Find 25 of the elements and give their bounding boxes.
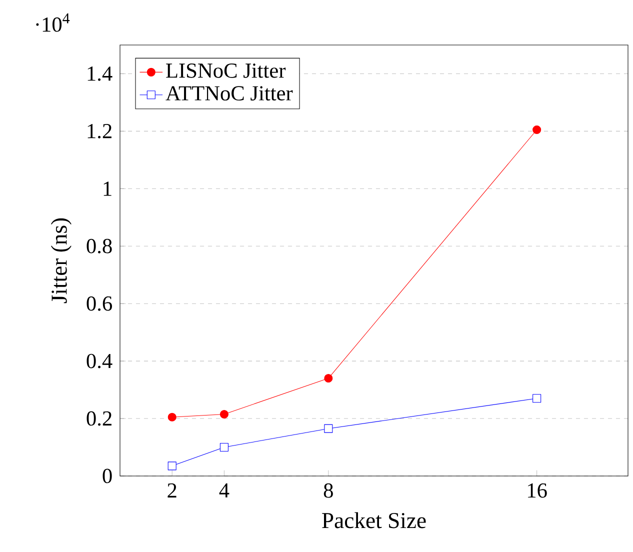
y-tick-label: 0.4 bbox=[86, 354, 112, 368]
point bbox=[532, 394, 542, 403]
x-axis-title: Packet Size bbox=[322, 512, 426, 528]
y-tick-label: 0.8 bbox=[86, 238, 112, 254]
legend-label: ATTNoC Jitter bbox=[166, 86, 293, 101]
x-tick-label: 4 bbox=[219, 483, 230, 498]
x-tick-label: 2 bbox=[168, 483, 176, 498]
point bbox=[168, 462, 176, 470]
legend-label: LISNoC Jitter bbox=[166, 64, 286, 78]
y-tick-label: 0 bbox=[102, 468, 112, 484]
point bbox=[324, 374, 333, 383]
y-tick-label: 1.2 bbox=[88, 124, 112, 138]
point bbox=[532, 125, 542, 134]
point bbox=[168, 412, 176, 422]
y-axis-title: Jitter (ns) bbox=[50, 218, 72, 304]
x-tick-label: 16 bbox=[528, 483, 547, 498]
point bbox=[324, 424, 333, 433]
y-tick-label: 1 bbox=[104, 182, 112, 196]
point bbox=[220, 442, 228, 452]
y-tick-label: 0.6 bbox=[86, 296, 112, 311]
point bbox=[220, 410, 228, 418]
y-tick-label: 0.2 bbox=[86, 411, 112, 426]
text: ·10$^{4}$ bbox=[36, 13, 70, 32]
x-tick-label: 8 bbox=[324, 483, 333, 498]
y-tick-label: 1.4 bbox=[88, 66, 112, 81]
